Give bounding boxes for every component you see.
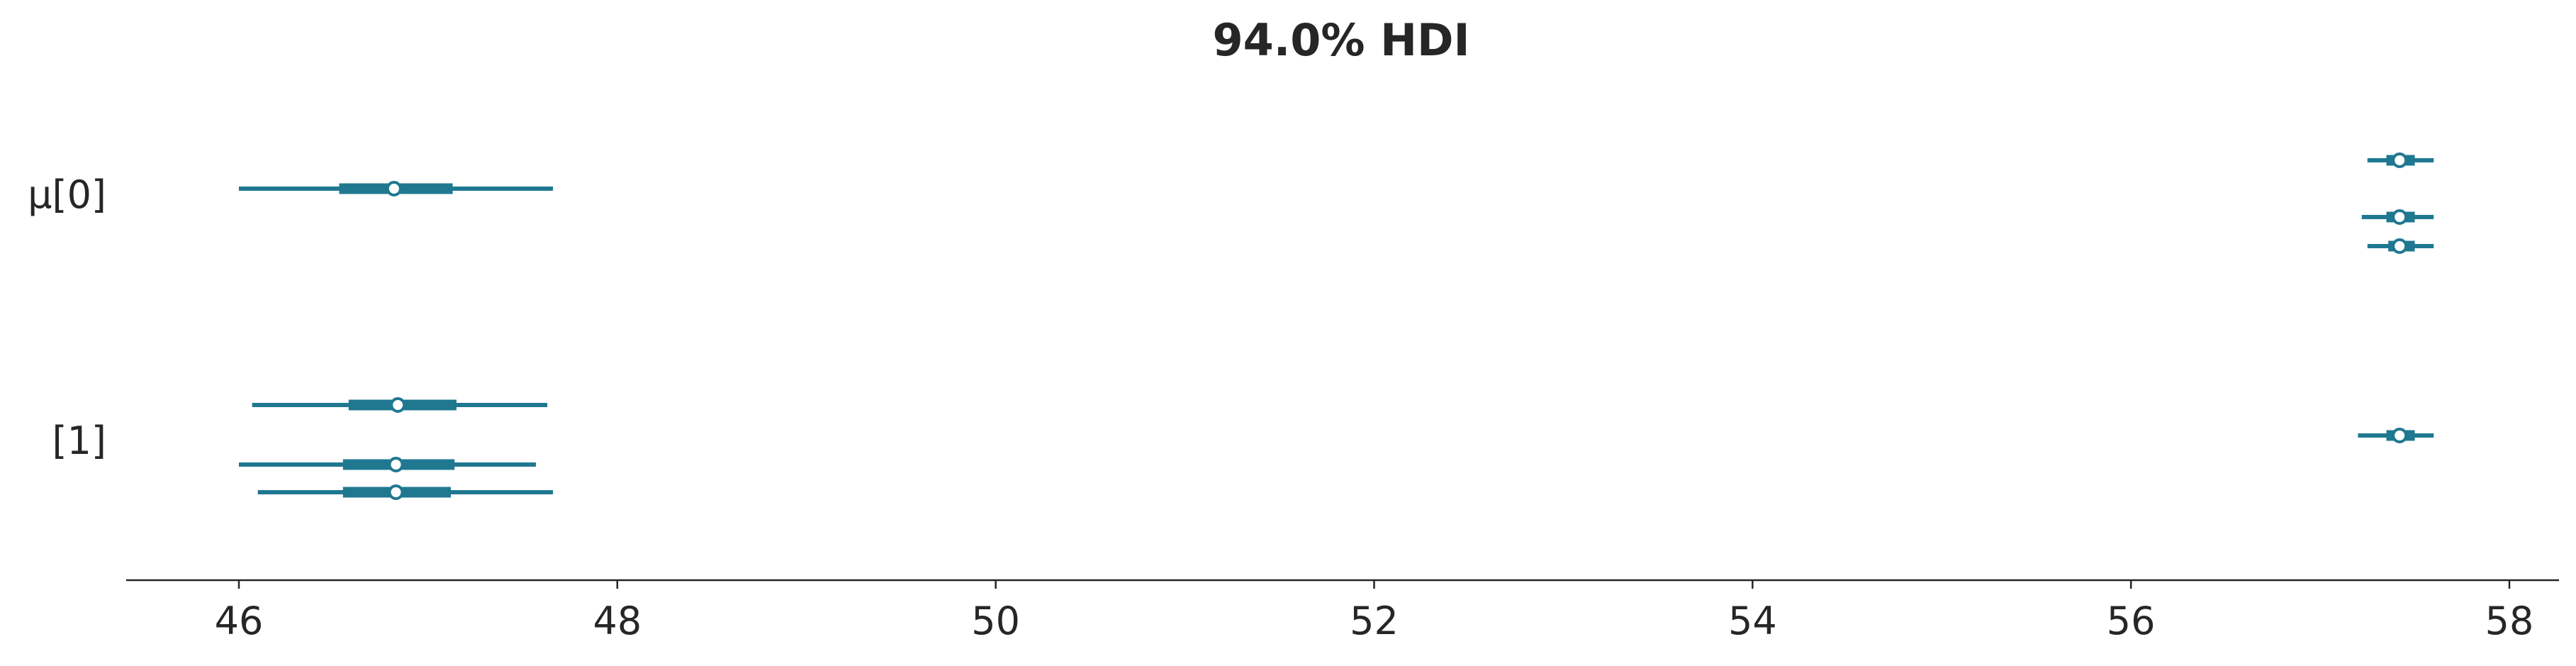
x-tick-label: 58: [2485, 599, 2534, 643]
median-point: [2392, 238, 2408, 254]
x-tick-label: 48: [593, 599, 642, 643]
x-ticks: 46 48 50 52 54 56 58: [215, 580, 2534, 643]
y-tick-label: μ[0]: [28, 172, 106, 217]
y-tick-label: [1]: [52, 418, 107, 463]
chart-title: 94.0% HDI: [1212, 14, 1469, 66]
median-point: [386, 181, 402, 196]
median-point: [2392, 209, 2408, 225]
x-tick-label: 46: [215, 599, 264, 643]
x-tick-label: 52: [1350, 599, 1399, 643]
x-tick-label: 56: [2107, 599, 2156, 643]
median-point: [390, 397, 406, 413]
x-tick-label: 54: [1728, 599, 1777, 643]
median-point: [388, 484, 404, 500]
interval-marks: [239, 152, 2434, 500]
median-point: [388, 457, 404, 472]
median-point: [2392, 152, 2408, 168]
x-tick-label: 50: [971, 599, 1020, 643]
median-point: [2392, 428, 2408, 443]
y-labels: μ[0] [1]: [28, 172, 106, 463]
